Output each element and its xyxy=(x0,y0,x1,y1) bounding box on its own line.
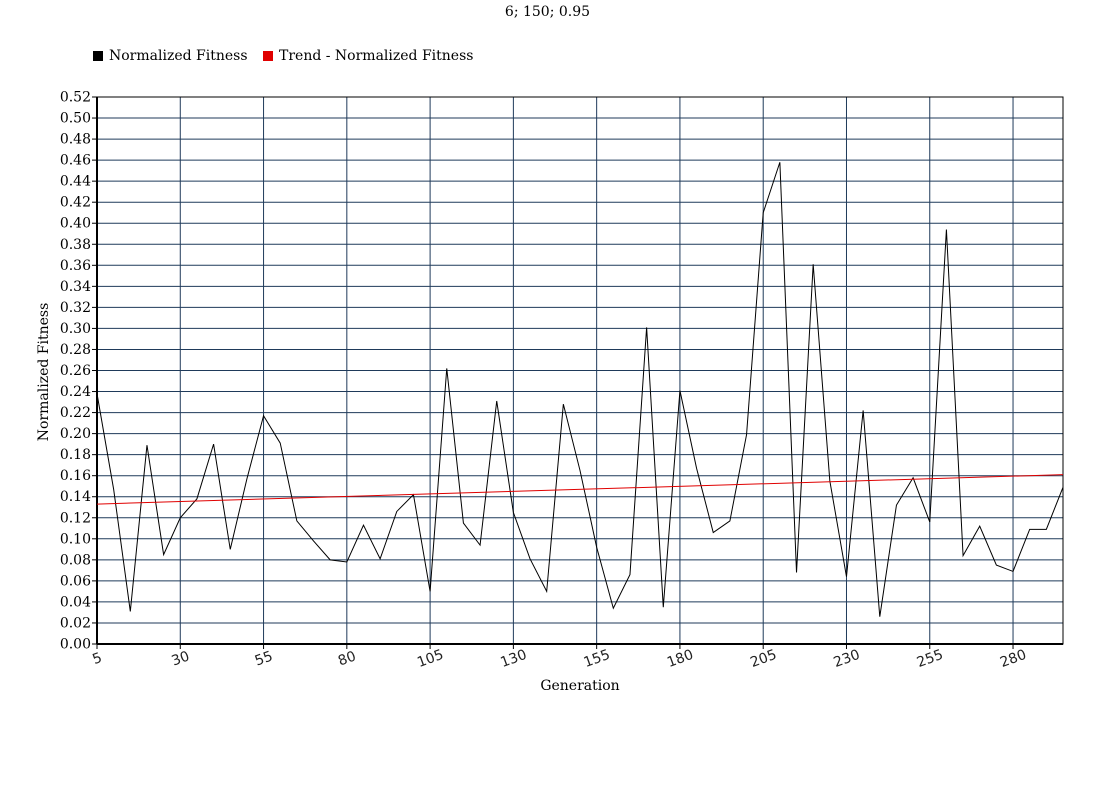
trend-line xyxy=(96,474,1064,505)
legend-item-trend: Trend - Normalized Fitness xyxy=(263,48,473,64)
legend-item-normalized-fitness: Normalized Fitness xyxy=(93,48,248,64)
x-tick-label: 130 xyxy=(498,647,529,671)
chart-title: 6; 150; 0.95 xyxy=(504,4,591,20)
x-tick-label: 55 xyxy=(253,648,275,669)
y-tick-label: 0.12 xyxy=(60,510,91,526)
y-tick-label: 0.42 xyxy=(60,195,91,211)
y-tick-label: 0.04 xyxy=(60,594,91,610)
y-tick-label: 0.34 xyxy=(60,279,91,295)
y-tick-label: 0.44 xyxy=(60,174,91,190)
x-tick-label: 180 xyxy=(665,647,696,671)
legend-swatch-red xyxy=(263,51,273,61)
x-tick-label: 280 xyxy=(998,647,1029,671)
x-tick-label: 80 xyxy=(336,648,358,669)
y-tick-label: 0.48 xyxy=(60,132,91,148)
y-tick-label: 0.24 xyxy=(60,384,91,400)
y-tick-label: 0.02 xyxy=(60,615,91,631)
y-tick-label: 0.52 xyxy=(60,90,91,106)
y-tick-label: 0.22 xyxy=(60,405,91,421)
x-tick-label: 5 xyxy=(90,650,104,668)
y-tick-label: 0.26 xyxy=(60,363,91,379)
legend-swatch-black xyxy=(93,51,103,61)
y-tick-label: 0.32 xyxy=(60,300,91,316)
x-tick-label: 30 xyxy=(170,648,192,669)
y-tick-label: 0.20 xyxy=(60,426,91,442)
series-line xyxy=(96,162,1064,617)
y-tick-label: 0.18 xyxy=(60,447,91,463)
y-tick-label: 0.14 xyxy=(60,489,91,505)
y-tick-label: 0.08 xyxy=(60,552,91,568)
x-tick-label: 255 xyxy=(915,647,946,671)
y-tick-label: 0.40 xyxy=(60,216,91,232)
y-tick-label: 0.36 xyxy=(60,258,91,274)
x-axis-label: Generation xyxy=(540,678,620,694)
legend-label: Normalized Fitness xyxy=(109,48,248,64)
y-tick-label: 0.38 xyxy=(60,237,91,253)
y-tick-label: 0.50 xyxy=(60,111,91,127)
x-tick-label: 155 xyxy=(582,647,613,671)
y-tick-label: 0.10 xyxy=(60,531,91,547)
y-axis-label: Normalized Fitness xyxy=(36,302,52,442)
y-tick-label: 0.46 xyxy=(60,153,91,169)
y-tick-label: 0.28 xyxy=(60,342,91,358)
y-tick-label: 0.00 xyxy=(60,637,91,653)
y-tick-label: 0.30 xyxy=(60,321,91,337)
y-tick-label: 0.06 xyxy=(60,573,91,589)
x-tick-label: 105 xyxy=(415,647,446,671)
x-tick-label: 205 xyxy=(748,647,779,671)
y-tick-label: 0.16 xyxy=(60,468,91,484)
x-tick-label: 230 xyxy=(832,647,863,671)
legend-label: Trend - Normalized Fitness xyxy=(279,48,474,64)
